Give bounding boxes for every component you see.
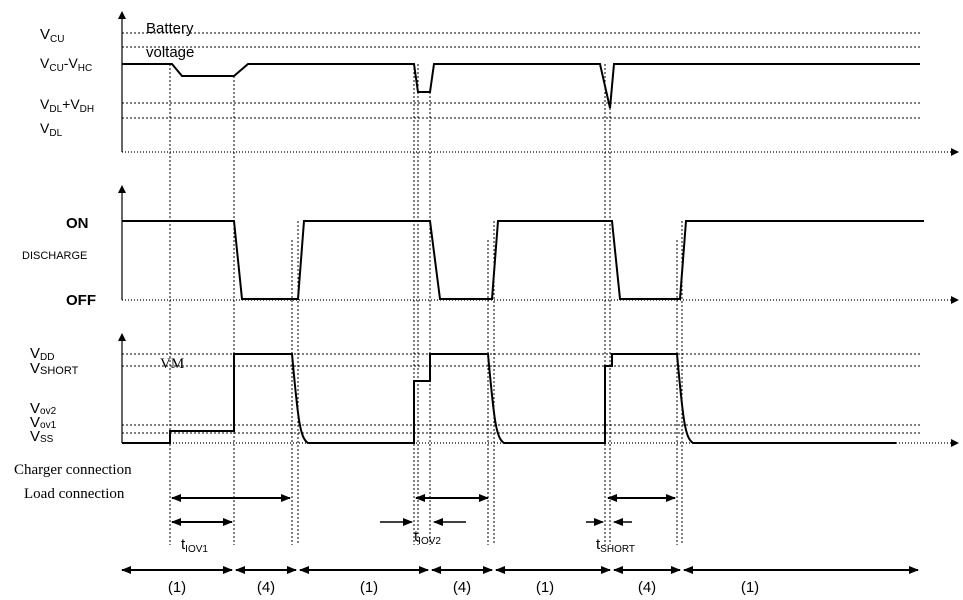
tiov1-label: tIOV1 (181, 536, 208, 555)
vov1-label: Vov1 (30, 414, 57, 431)
vcu-vhc-label: VCU-VHC (40, 55, 92, 74)
battery-voltage-trace (122, 63, 920, 109)
discharge-panel: ON DISCHARGE OFF (22, 185, 959, 309)
connection-events: Charger connection Load connection tIOV1… (14, 462, 676, 555)
event-guide-lines (169, 64, 683, 545)
vss-label: VSS (30, 428, 54, 445)
mode-label-5: (1) (536, 579, 554, 596)
tiov2-label: tIOV2 (414, 528, 441, 547)
discharge-signal-trace (122, 220, 924, 300)
on-label: ON (66, 215, 89, 232)
vm-label: VM (160, 356, 184, 372)
mode-label-6: (4) (638, 579, 656, 596)
tshort-label: tSHORT (596, 536, 635, 555)
load-connection-label: Load connection (24, 486, 125, 502)
vdd-label: VDD (30, 345, 54, 363)
vdl-label: VDL (40, 120, 63, 139)
vshort-label: VSHORT (30, 360, 79, 377)
vdl-vdh-label: VDL+VDH (40, 96, 94, 115)
mode-label-1: (1) (168, 579, 186, 596)
battery-voltage-title-line1: Battery (146, 20, 194, 37)
vov2-label: Vov2 (30, 400, 57, 417)
vcu-label: VCU (40, 26, 64, 45)
mode-label-3: (1) (360, 579, 378, 596)
mode-label-2: (4) (257, 579, 275, 596)
battery-voltage-title-line2: voltage (146, 44, 194, 61)
mode-label-7: (1) (741, 579, 759, 596)
mode-label-4: (4) (453, 579, 471, 596)
discharge-label: DISCHARGE (22, 250, 87, 262)
vm-trace (122, 353, 896, 444)
mode-segments: (1) (4) (1) (4) (1) (4) (1) (121, 566, 919, 596)
battery-voltage-panel: VCU VCU-VHC VDL+VDH VDL Battery voltage (40, 11, 959, 156)
charger-connection-label: Charger connection (14, 462, 132, 478)
off-label: OFF (66, 292, 96, 309)
